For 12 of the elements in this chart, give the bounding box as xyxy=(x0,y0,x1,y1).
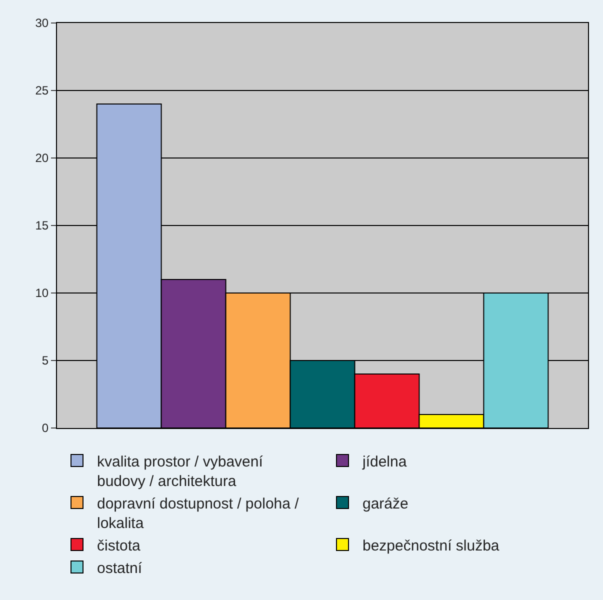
y-tick-label: 30 xyxy=(35,16,49,30)
legend-label: garáže xyxy=(362,495,408,512)
y-tick-label: 20 xyxy=(35,151,49,166)
y-tick-label: 25 xyxy=(35,84,49,98)
legend-label: bezpečnostní služba xyxy=(362,537,500,554)
y-tick-label: 15 xyxy=(35,218,49,233)
y-tick-label: 0 xyxy=(42,421,49,436)
legend-label: ostatní xyxy=(97,560,143,577)
y-tick-label: 10 xyxy=(35,286,49,300)
y-tick-label: 5 xyxy=(42,354,49,368)
legend-label: čistota xyxy=(97,537,142,554)
legend-label: jídelna xyxy=(362,453,408,470)
